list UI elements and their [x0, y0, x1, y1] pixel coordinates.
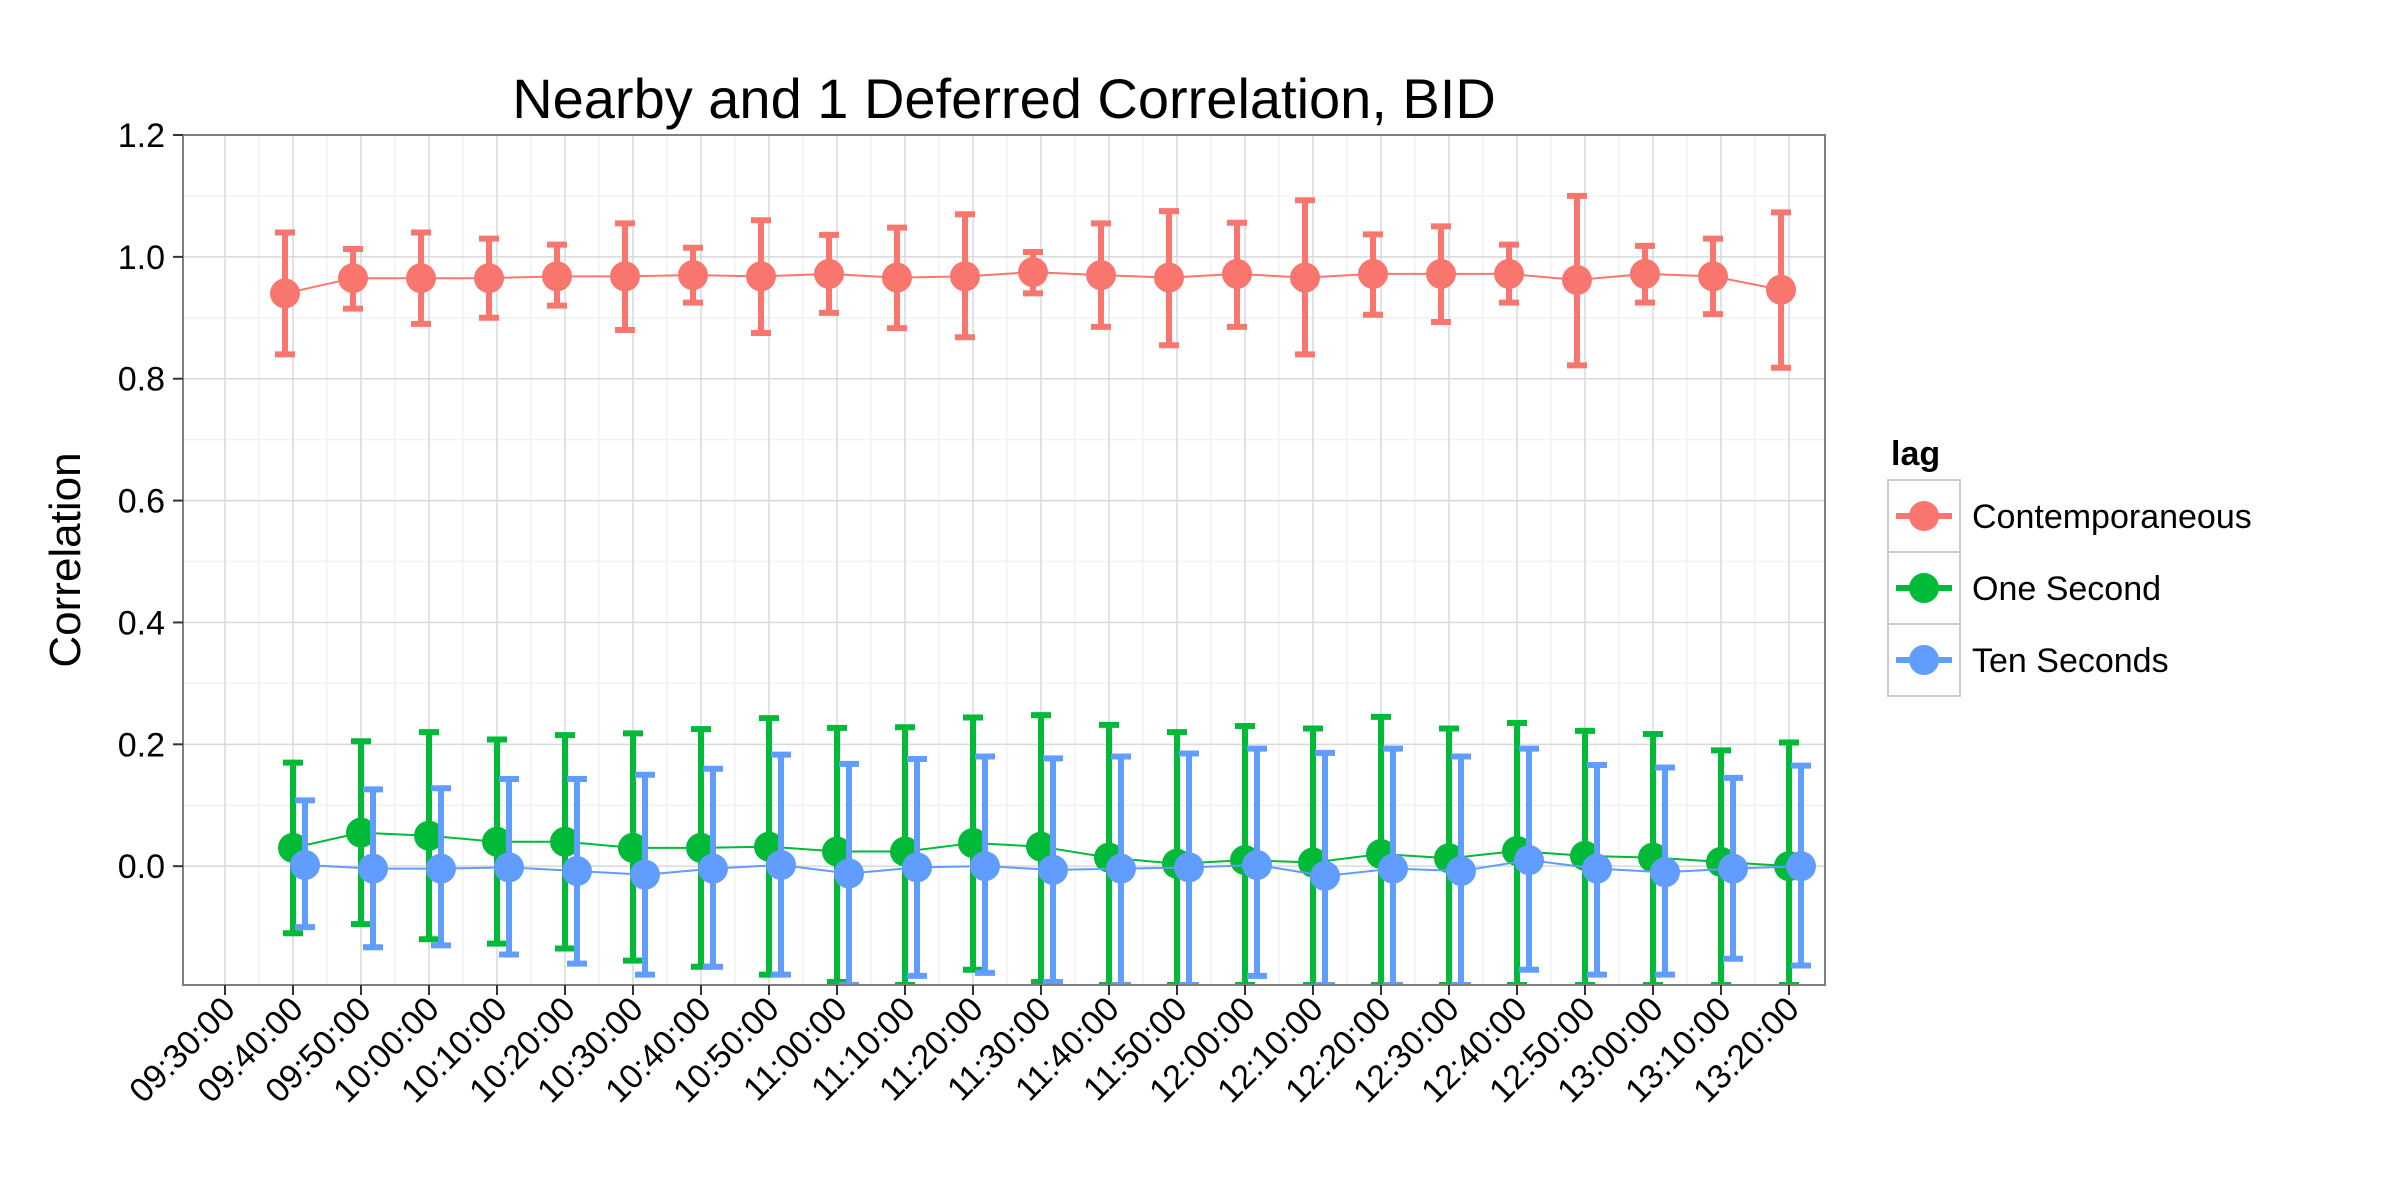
- data-point-ten-seconds: [834, 858, 864, 889]
- data-point-contemporaneous: [542, 261, 572, 292]
- data-point-contemporaneous: [338, 263, 368, 294]
- legend-key-point: [1909, 573, 1939, 603]
- data-point-ten-seconds: [1310, 860, 1340, 891]
- series-contemporaneous: [270, 192, 1796, 371]
- y-tick-label: 1.0: [118, 239, 165, 277]
- data-point-ten-seconds: [290, 849, 320, 880]
- data-point-contemporaneous: [474, 263, 504, 294]
- data-point-ten-seconds: [970, 851, 1000, 882]
- data-point-contemporaneous: [814, 258, 844, 289]
- data-point-ten-seconds: [1174, 852, 1204, 883]
- data-point-contemporaneous: [950, 261, 980, 292]
- data-point-ten-seconds: [1446, 856, 1476, 887]
- data-point-ten-seconds: [426, 853, 456, 884]
- legend-label: One Second: [1972, 570, 2161, 608]
- data-point-contemporaneous: [1630, 258, 1660, 289]
- data-point-contemporaneous: [270, 278, 300, 309]
- chart-title: Nearby and 1 Deferred Correlation, BID: [512, 67, 1496, 130]
- legend-label: Ten Seconds: [1972, 642, 2169, 680]
- y-axis-label: Correlation: [41, 452, 90, 667]
- data-point-contemporaneous: [1154, 262, 1184, 293]
- data-point-contemporaneous: [1358, 258, 1388, 289]
- data-point-contemporaneous: [746, 261, 776, 292]
- legend-item-ten-seconds: Ten Seconds: [1887, 623, 2169, 697]
- data-point-ten-seconds: [1514, 845, 1544, 876]
- legend-key-point: [1909, 501, 1939, 531]
- data-point-contemporaneous: [1698, 261, 1728, 292]
- data-point-ten-seconds: [358, 853, 388, 884]
- data-point-contemporaneous: [882, 262, 912, 293]
- data-point-ten-seconds: [1786, 851, 1816, 882]
- data-point-ten-seconds: [494, 852, 524, 883]
- data-point-one-second: [346, 817, 376, 848]
- legend-item-contemporaneous: Contemporaneous: [1887, 479, 2252, 553]
- series-layer: [270, 192, 1816, 985]
- data-point-contemporaneous: [1562, 265, 1592, 296]
- series-ten-seconds: [290, 745, 1816, 985]
- data-point-ten-seconds: [1378, 853, 1408, 884]
- data-point-one-second: [822, 836, 852, 867]
- data-point-contemporaneous: [610, 261, 640, 292]
- legend-item-one-second: One Second: [1887, 551, 2161, 625]
- data-point-one-second: [414, 820, 444, 851]
- data-point-contemporaneous: [1766, 274, 1796, 305]
- legend-key-point: [1909, 645, 1939, 675]
- y-tick-label: 0.8: [118, 361, 165, 399]
- y-tick-label: 0.4: [118, 604, 165, 642]
- data-point-contemporaneous: [1426, 258, 1456, 289]
- x-axis: 09:30:0009:40:0009:50:0010:00:0010:10:00…: [122, 985, 1807, 1110]
- data-point-one-second: [550, 826, 580, 857]
- data-point-ten-seconds: [1038, 854, 1068, 885]
- data-point-ten-seconds: [630, 859, 660, 890]
- legend: lag Contemporaneous One Second Ten Seconds: [1887, 435, 2252, 697]
- data-point-contemporaneous: [406, 263, 436, 294]
- data-point-one-second: [618, 832, 648, 863]
- data-point-one-second: [958, 828, 988, 859]
- data-point-one-second: [482, 826, 512, 857]
- plot-area: 0.0 0.2 0.4 0.6 0.8 1.0 1.2 09:30:0009:40:0009:…: [118, 117, 1826, 1110]
- data-point-contemporaneous: [1086, 260, 1116, 291]
- legend-label: Contemporaneous: [1972, 498, 2252, 536]
- y-tick-label: 1.2: [118, 117, 165, 155]
- data-point-ten-seconds: [1650, 857, 1680, 888]
- y-axis: 0.0 0.2 0.4 0.6 0.8 1.0 1.2: [118, 117, 183, 886]
- data-point-contemporaneous: [1494, 258, 1524, 289]
- data-point-ten-seconds: [1242, 849, 1272, 880]
- data-point-contemporaneous: [1290, 262, 1320, 293]
- data-point-ten-seconds: [1718, 853, 1748, 884]
- y-tick-label: 0.0: [118, 848, 165, 886]
- data-point-contemporaneous: [1018, 257, 1048, 288]
- data-point-contemporaneous: [678, 260, 708, 291]
- data-point-ten-seconds: [698, 853, 728, 884]
- data-point-ten-seconds: [1582, 853, 1612, 884]
- legend-title: lag: [1891, 435, 1940, 473]
- data-point-ten-seconds: [766, 849, 796, 880]
- data-point-contemporaneous: [1222, 258, 1252, 289]
- data-point-ten-seconds: [1106, 853, 1136, 884]
- data-point-ten-seconds: [562, 856, 592, 887]
- y-tick-label: 0.2: [118, 726, 165, 764]
- data-point-one-second: [1026, 831, 1056, 862]
- y-tick-label: 0.6: [118, 483, 165, 521]
- plot-border: [182, 134, 1826, 986]
- data-point-ten-seconds: [902, 852, 932, 883]
